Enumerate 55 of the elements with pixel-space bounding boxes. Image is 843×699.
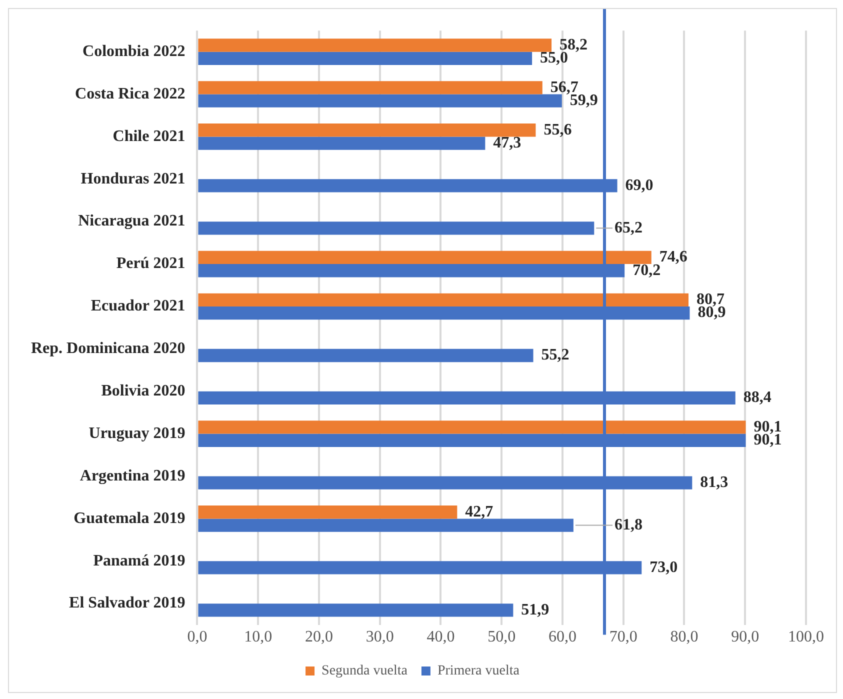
bar [198, 348, 534, 362]
bar [198, 506, 458, 519]
bar [198, 420, 746, 434]
x-tick-label: 40,0 [426, 628, 455, 646]
legend-label: Primera vuelta [437, 664, 520, 679]
bar [198, 94, 562, 108]
y-tick-label: Panamá 2019 [93, 552, 186, 570]
y-tick-label: El Salvador 2019 [69, 594, 186, 612]
data-label: 81,3 [700, 474, 728, 491]
y-tick-label: Nicaragua 2021 [78, 212, 186, 230]
x-tick-label: 60,0 [548, 628, 576, 646]
x-tick-label: 30,0 [366, 628, 394, 646]
x-tick-label: 80,0 [670, 628, 698, 646]
bar [198, 250, 652, 264]
bar [198, 52, 532, 65]
y-tick-label: Rep. Dominicana 2020 [30, 340, 186, 358]
bar [198, 518, 574, 532]
data-label: 55,2 [541, 346, 570, 364]
y-tick-label: Uruguay 2019 [88, 424, 186, 442]
y-tick-label: Chile 2021 [112, 128, 186, 145]
data-label: 47,3 [493, 134, 522, 152]
bar [198, 604, 514, 617]
y-tick-label: Bolivia 2020 [101, 382, 186, 400]
data-label: 65,2 [614, 219, 642, 236]
data-label: 42,7 [465, 503, 494, 520]
y-tick-label: Ecuador 2021 [90, 298, 186, 315]
y-tick-label: Honduras 2021 [80, 170, 186, 188]
bar [198, 38, 552, 52]
data-label: 69,0 [625, 176, 654, 194]
x-tick-label: 70,0 [609, 628, 638, 646]
y-tick-label: Perú 2021 [116, 255, 186, 272]
x-tick-label: 50,0 [488, 628, 516, 646]
x-tick-label: 10,0 [244, 628, 272, 646]
x-tick-label: 0,0 [187, 628, 208, 646]
bar [198, 81, 542, 94]
data-label: 74,6 [659, 248, 688, 266]
x-tick-label: 20,0 [304, 628, 333, 646]
data-label: 61,8 [614, 516, 642, 534]
y-tick-label: Colombia 2022 [82, 42, 186, 60]
x-tick-label: 100,0 [788, 628, 824, 646]
legend-label: Segunda vuelta [322, 664, 408, 679]
x-tick-label: 90,0 [731, 628, 760, 646]
y-tick-label: Argentina 2019 [80, 467, 186, 484]
bar [198, 293, 689, 306]
data-label: 51,9 [521, 601, 550, 618]
y-tick-label: Costa Rica 2022 [75, 85, 186, 102]
bar [198, 124, 536, 137]
data-label: 55,6 [544, 121, 572, 138]
data-label: 88,4 [743, 389, 772, 406]
bar [198, 222, 594, 235]
bar [198, 136, 486, 150]
data-label: 90,1 [754, 418, 782, 436]
y-tick-label: Guatemala 2019 [74, 510, 186, 527]
data-label: 73,0 [650, 558, 678, 576]
data-label: 70,2 [632, 262, 661, 279]
